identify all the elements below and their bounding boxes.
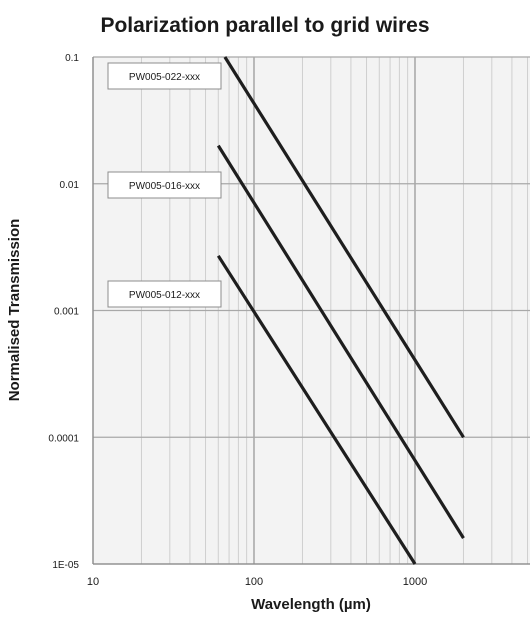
- x-tick-label: 10: [87, 576, 99, 588]
- series-labels: PW005-022-xxx PW005-016-xxx PW005-012-xxx: [107, 62, 222, 308]
- series-label-box: PW005-012-xxx: [107, 280, 222, 308]
- series-label: PW005-012-xxx: [129, 290, 200, 301]
- label-box-frame: [107, 280, 222, 308]
- x-tick-label: 100: [245, 576, 263, 588]
- y-tick-label: 0.01: [60, 180, 80, 191]
- x-tick-label: 1000: [403, 576, 427, 588]
- series-label: PW005-022-xxx: [129, 72, 200, 83]
- tick-labels: 0.1 0.01 0.001 0.0001 1E-05 10 100 1000: [48, 53, 427, 588]
- label-box-frame: [107, 171, 222, 199]
- x-axis-title: Wavelength (µm): [251, 596, 371, 613]
- series-label-box: PW005-022-xxx: [107, 62, 222, 90]
- label-box-frame: [107, 62, 222, 90]
- y-axis-title: Normalised Transmission: [6, 219, 23, 402]
- chart-title: Polarization parallel to grid wires: [100, 14, 430, 37]
- series-label: PW005-016-xxx: [129, 181, 200, 192]
- series-line-3: [216, 254, 417, 565]
- y-tick-label: 0.0001: [48, 433, 79, 444]
- series-label-box: PW005-016-xxx: [107, 171, 222, 199]
- series-line-1: [223, 56, 465, 439]
- y-tick-label: 0.1: [65, 53, 79, 64]
- series-lines: [216, 56, 465, 565]
- y-tick-label: 0.001: [54, 307, 79, 318]
- series-line-2: [216, 144, 465, 539]
- y-tick-label: 1E-05: [52, 560, 79, 571]
